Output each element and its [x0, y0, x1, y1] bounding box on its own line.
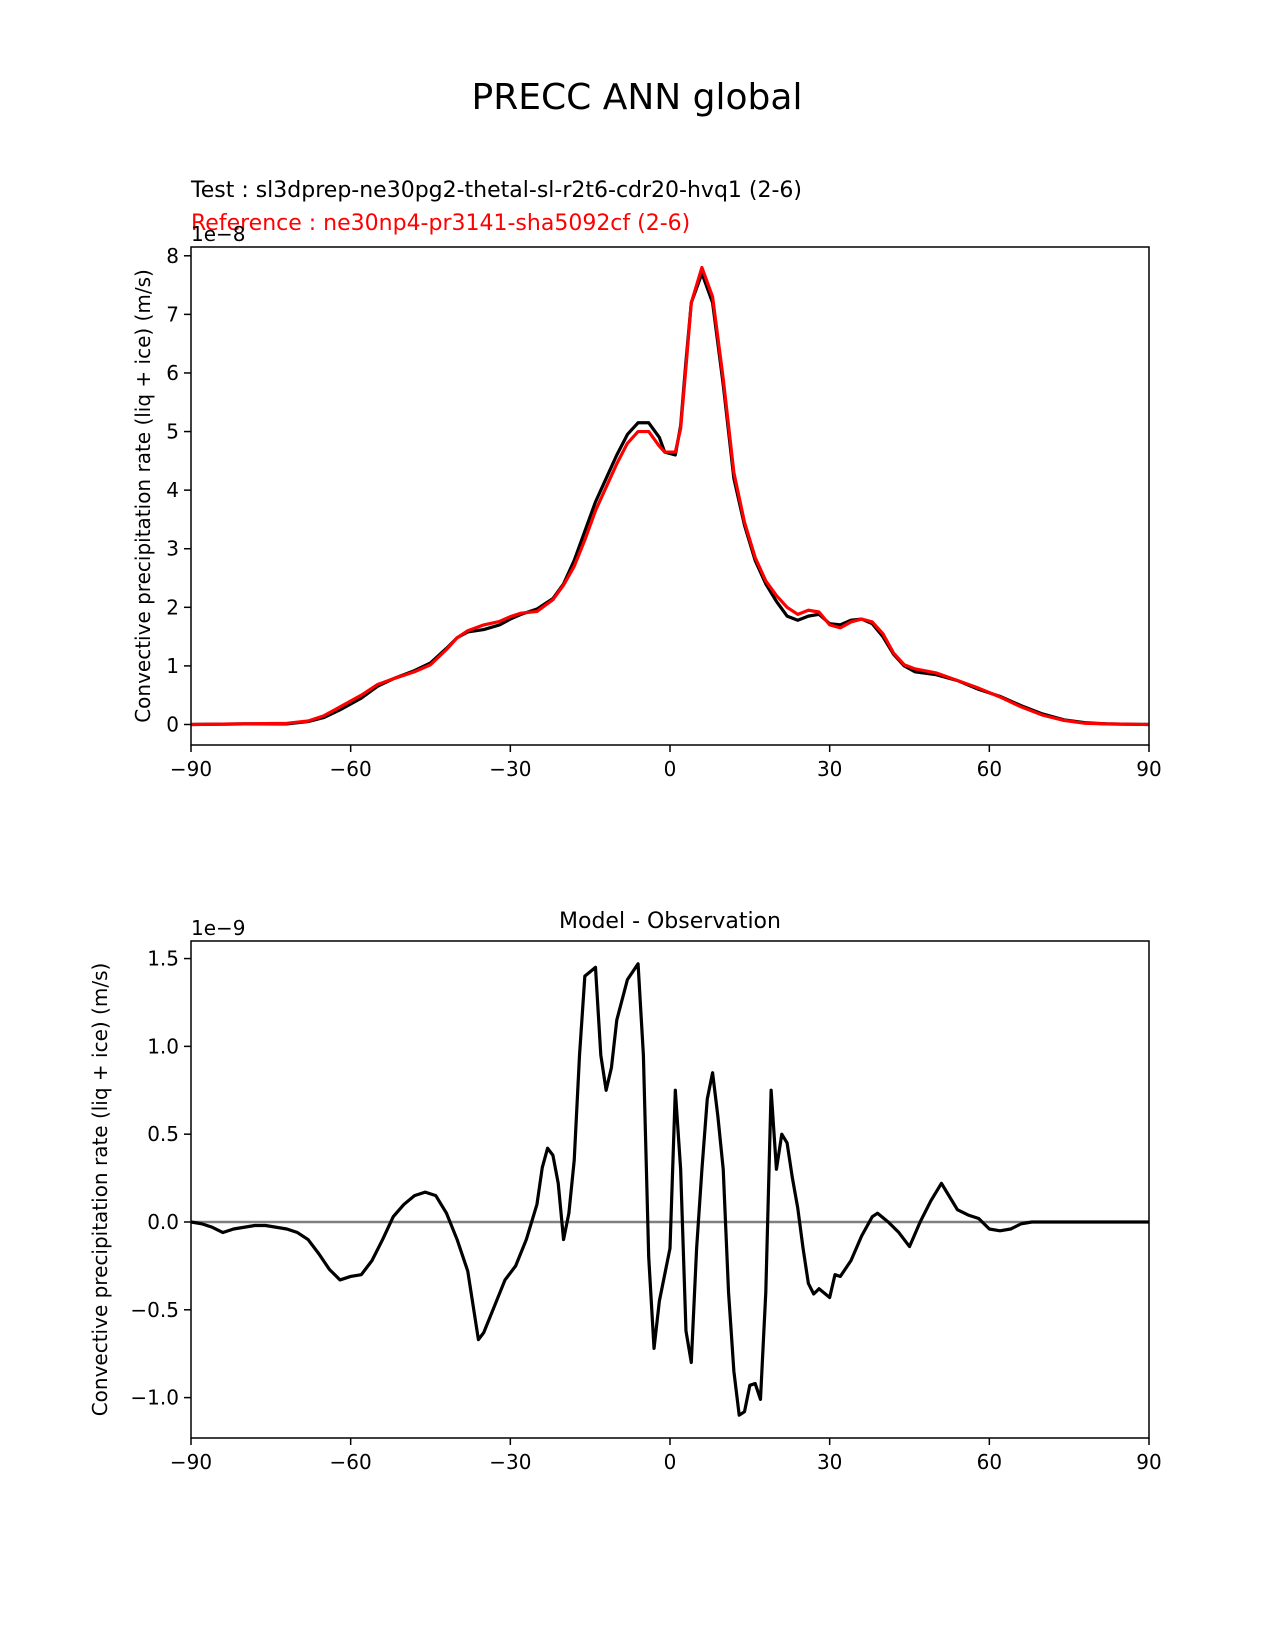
y-tick-label: 0.0	[147, 1210, 179, 1234]
y-tick-label: 5	[166, 420, 179, 444]
y-tick-label: −1.0	[130, 1386, 179, 1410]
axes-frame	[190, 940, 1150, 1439]
y-tick-label: 2	[166, 595, 179, 619]
y-tick-label: 1	[166, 654, 179, 678]
bottom-plot: −90 −60 −30 0 30 60 90 −1.0 −0.5 0.0 0.5 1.0 1.5 1e−9…	[88, 909, 1162, 1474]
y-tick-label: 8	[166, 244, 179, 268]
test-label: Test : sl3dprep-ne30pg2-thetal-sl-r2t6-c…	[190, 178, 802, 203]
x-tick-label: 90	[1136, 757, 1161, 781]
reference-label: Reference : ne30np4-pr3141-sha5092cf (2-…	[191, 211, 690, 236]
subplot-title: Model - Observation	[559, 909, 781, 934]
y-tick-label: 1.0	[147, 1034, 179, 1058]
x-tick-label: 90	[1136, 1450, 1161, 1474]
y-tick-label: 3	[166, 537, 179, 561]
figure-title: PRECC ANN global	[472, 77, 803, 118]
y-axis-label: Convective precipitation rate (liq + ice…	[131, 269, 155, 723]
x-tick-label: 30	[817, 1450, 842, 1474]
x-tick-label: 30	[817, 757, 842, 781]
x-tick-label: −60	[330, 757, 372, 781]
series-group	[191, 265, 1149, 727]
y-tick-label: 0.5	[147, 1122, 179, 1146]
x-tick-label: 60	[977, 1450, 1002, 1474]
series-group	[191, 962, 1149, 1417]
x-tick-label: 0	[664, 1450, 677, 1474]
x-tick-label: −90	[170, 1450, 212, 1474]
series-line-test	[191, 271, 1149, 727]
x-tick-label: −30	[489, 757, 531, 781]
y-offset-label: 1e−8	[191, 222, 246, 246]
x-tick-label: −90	[170, 757, 212, 781]
series-line-reference	[191, 265, 1149, 727]
y-axis-label: Convective precipitation rate (liq + ice…	[88, 963, 112, 1417]
y-tick-label: 0	[166, 712, 179, 736]
x-tick-label: 0	[664, 757, 677, 781]
y-tick-label: 6	[166, 361, 179, 385]
x-tick-label: 60	[977, 757, 1002, 781]
y-tick-label: 1.5	[147, 947, 179, 971]
top-plot: −90 −60 −30 0 30 60 90 0 1 2 3 4 5 6 7 8 1e−8 Convective …	[131, 222, 1162, 781]
y-tick-label: 4	[166, 478, 179, 502]
x-tick-label: −60	[330, 1450, 372, 1474]
y-tick-label: −0.5	[130, 1298, 179, 1322]
series-line-test	[191, 962, 1149, 1417]
x-tick-label: −30	[489, 1450, 531, 1474]
y-tick-label: 7	[166, 302, 179, 326]
y-offset-label: 1e−9	[191, 916, 246, 940]
axes-frame	[190, 246, 1150, 746]
